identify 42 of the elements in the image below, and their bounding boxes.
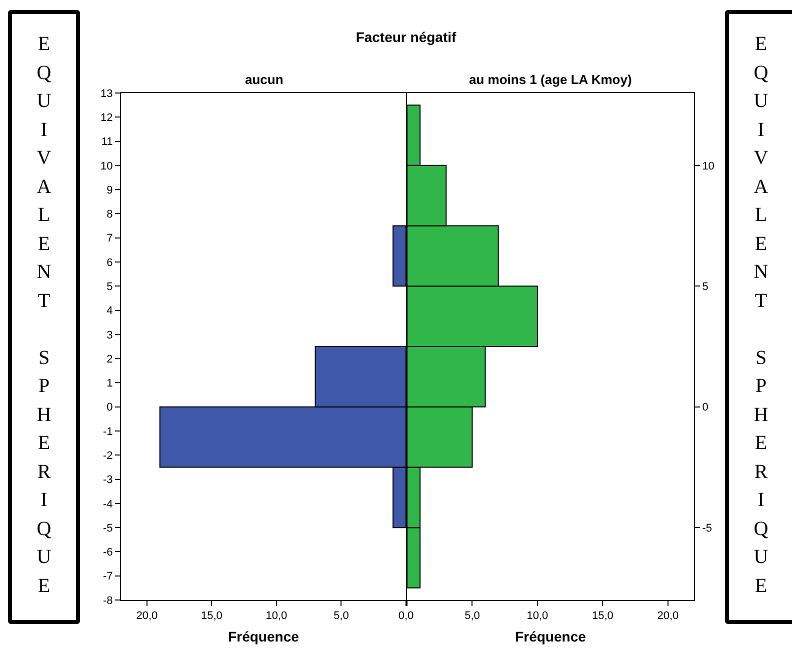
chart-subtitle: aucun [245, 72, 284, 87]
x-axis-title: Fréquence [228, 628, 300, 644]
chart-subtitle: au moins 1 (age LA Kmoy) [469, 72, 632, 87]
x-tick-label: 20,0 [136, 610, 158, 622]
x-tick-label: 15,0 [200, 610, 222, 622]
y-tick-label: 4 [106, 305, 113, 318]
y-tick-label: 9 [106, 184, 113, 196]
text: EQUIVALENT SPHERIQUE [36, 33, 52, 596]
y-tick-label: 0 [106, 402, 113, 414]
x-tick-label: 15,0 [592, 610, 614, 622]
y-tick-label: 11 [101, 136, 113, 148]
y-tick-label: 10 [702, 160, 714, 172]
y-tick-label: 5 [702, 280, 708, 293]
y-tick-label: -1 [103, 426, 113, 438]
y-tick-label: -4 [103, 498, 113, 510]
x-axis-title: Fréquence [515, 628, 586, 644]
y-tick-label: -8 [103, 594, 113, 607]
y-tick-label: -5 [103, 522, 113, 534]
text: EQUIVALENT SPHERIQUE [754, 33, 768, 596]
x-tick-label: 10,0 [526, 610, 548, 622]
y-tick-label: -7 [103, 570, 113, 583]
y-tick-label: 13 [100, 88, 113, 100]
y-tick-label: -2 [103, 450, 113, 462]
x-tick-label: 5,0 [334, 610, 349, 622]
x-tick-label: 10,0 [266, 610, 288, 622]
y-tick-label: 8 [106, 208, 113, 221]
y-tick-label: -3 [103, 474, 113, 486]
y-tick-label: 6 [106, 256, 113, 269]
x-tick-label: 20,0 [657, 610, 679, 622]
x-tick-label: 5,0 [464, 610, 480, 622]
chart-title: Facteur négatif [356, 28, 457, 45]
x-tick-label: 0,0 [398, 610, 414, 622]
y-tick-label: 2 [106, 353, 113, 366]
y-tick-label: -5 [702, 522, 712, 534]
y-tick-label: 3 [106, 329, 113, 342]
y-tick-label: 0 [702, 402, 708, 414]
y-tick-label: 5 [106, 280, 113, 293]
y-tick-label: 7 [106, 232, 113, 245]
y-tick-label: -6 [103, 546, 113, 559]
y-tick-label: 10 [100, 160, 113, 172]
y-tick-label: 1 [106, 378, 113, 390]
y-tick-label: 12 [100, 112, 113, 124]
